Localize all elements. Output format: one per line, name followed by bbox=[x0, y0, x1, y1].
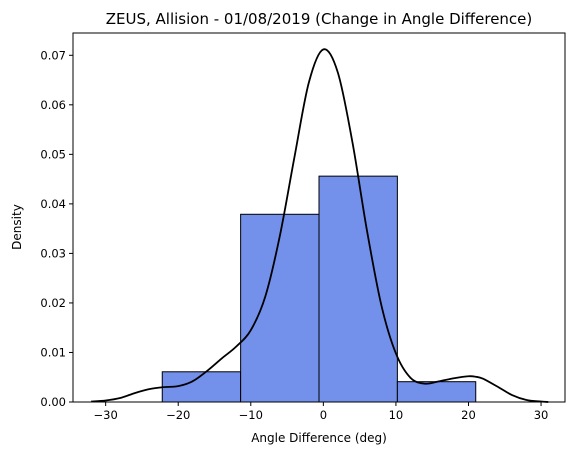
y-axis-label: Density bbox=[10, 204, 24, 250]
x-tick-label: 30 bbox=[534, 408, 549, 422]
y-tick-label: 0.04 bbox=[40, 197, 66, 211]
x-tick-label: 0 bbox=[320, 408, 327, 422]
y-tick-label: 0.01 bbox=[40, 345, 66, 359]
x-axis-label: Angle Difference (deg) bbox=[251, 431, 387, 445]
y-tick-label: 0.05 bbox=[40, 147, 66, 161]
x-tick-label: 10 bbox=[389, 408, 404, 422]
x-tick-label: −30 bbox=[94, 408, 118, 422]
x-tick-label: 20 bbox=[461, 408, 476, 422]
kde-curve bbox=[91, 48, 549, 403]
histogram-bar-4 bbox=[396, 381, 477, 403]
y-tick-label: 0.02 bbox=[40, 296, 66, 310]
histogram-bar-3 bbox=[318, 175, 398, 403]
histogram-bar-2 bbox=[240, 213, 320, 403]
y-axis-ticks: 0.00 0.01 0.02 0.03 0.04 0.05 0.06 0.07 bbox=[40, 48, 73, 409]
y-tick-label: 0.06 bbox=[40, 98, 66, 112]
x-tick-label: −10 bbox=[239, 408, 263, 422]
y-tick-label: 0.00 bbox=[40, 395, 66, 409]
x-axis-ticks: −30 −20 −10 0 10 20 30 bbox=[94, 402, 549, 422]
axes-frame bbox=[72, 32, 566, 403]
y-tick-label: 0.07 bbox=[40, 48, 66, 62]
chart-title: ZEUS, Allision - 01/08/2019 (Change in A… bbox=[106, 10, 533, 28]
y-tick-label: 0.03 bbox=[40, 246, 66, 260]
x-tick-label: −20 bbox=[166, 408, 190, 422]
kde-layer bbox=[91, 48, 549, 403]
